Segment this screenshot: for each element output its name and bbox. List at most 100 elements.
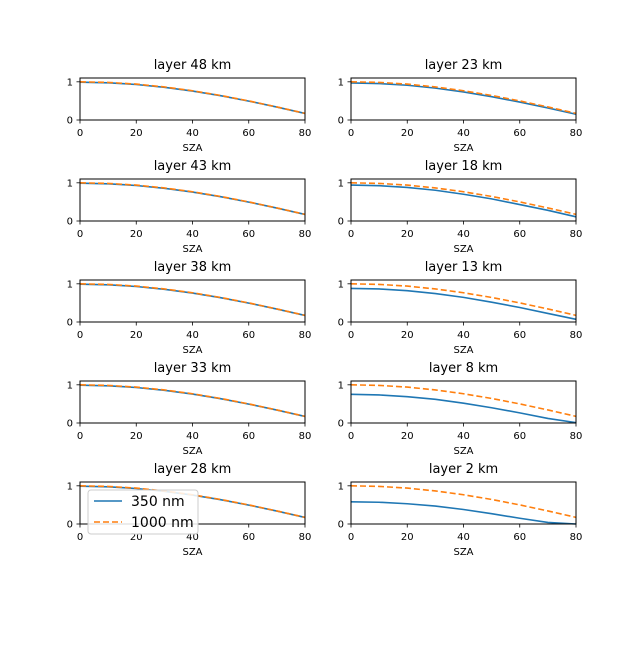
series-line-1000-nm	[79, 81, 306, 115]
subplot-grid: layer 48 km 0 20 40 60 80 0 1 SZA layer 23 km 0 20 4…	[67, 58, 583, 558]
series-line-1000-nm	[350, 81, 577, 115]
subplot-layer-18-km: layer 18 km 0 20 40 60 80 0 1 SZA	[338, 159, 583, 255]
x-tick-label: 60	[242, 229, 255, 240]
y-tick-label: 0	[338, 520, 344, 531]
axes-frame	[79, 380, 306, 424]
series-line-1000-nm	[350, 182, 577, 216]
y-tick-label: 1	[67, 77, 73, 88]
x-tick-label: 80	[570, 128, 583, 139]
x-tick-label: 60	[513, 330, 526, 341]
y-tick-label: 1	[338, 178, 344, 189]
x-tick-label: 40	[457, 532, 470, 543]
series-line-350-nm	[79, 283, 306, 317]
x-tick-label: 60	[242, 431, 255, 442]
x-tick-label: 0	[348, 431, 354, 442]
subplot-title: layer 33 km	[154, 361, 232, 376]
series-line-1000-nm	[79, 384, 306, 418]
subplot-layer-38-km: layer 38 km 0 20 40 60 80 0 1 SZA	[67, 260, 312, 356]
x-tick-label: 40	[186, 128, 199, 139]
y-tick-label: 0	[338, 318, 344, 329]
x-tick-label: 80	[299, 330, 312, 341]
axes-frame	[79, 77, 306, 121]
series-line-350-nm	[350, 501, 577, 525]
subplot-title: layer 23 km	[425, 58, 503, 73]
x-tick-label: 0	[77, 330, 83, 341]
series-line-1000-nm	[79, 283, 306, 317]
x-tick-label: 40	[186, 229, 199, 240]
x-tick-label: 80	[570, 229, 583, 240]
x-tick-label: 20	[130, 229, 143, 240]
y-tick-label: 1	[67, 279, 73, 290]
x-axis-label: SZA	[182, 547, 202, 558]
series-line-1000-nm	[79, 182, 306, 216]
x-tick-label: 20	[401, 532, 414, 543]
axes-frame	[350, 279, 577, 323]
x-tick-label: 0	[77, 229, 83, 240]
x-axis-label: SZA	[182, 345, 202, 356]
x-tick-label: 20	[401, 330, 414, 341]
subplot-layer-8-km: layer 8 km 0 20 40 60 80 0 1 SZA	[338, 361, 583, 457]
x-tick-label: 40	[457, 330, 470, 341]
y-tick-label: 1	[338, 380, 344, 391]
x-tick-label: 20	[130, 128, 143, 139]
y-tick-label: 0	[338, 419, 344, 430]
x-tick-label: 0	[77, 128, 83, 139]
series-line-350-nm	[350, 287, 577, 321]
legend: 350 nm 1000 nm	[87, 489, 199, 535]
x-tick-label: 60	[242, 330, 255, 341]
x-tick-label: 80	[299, 229, 312, 240]
x-tick-label: 80	[299, 128, 312, 139]
x-tick-label: 20	[130, 330, 143, 341]
axes-frame	[79, 279, 306, 323]
y-tick-label: 0	[338, 116, 344, 127]
x-tick-label: 60	[513, 431, 526, 442]
subplot-title: layer 13 km	[425, 260, 503, 275]
series-line-1000-nm	[350, 283, 577, 317]
x-tick-label: 60	[513, 229, 526, 240]
x-tick-label: 0	[348, 229, 354, 240]
series-line-350-nm	[79, 384, 306, 418]
x-tick-label: 20	[130, 532, 143, 543]
x-axis-label: SZA	[453, 143, 473, 154]
x-tick-label: 60	[513, 128, 526, 139]
subplot-title: layer 38 km	[154, 260, 232, 275]
y-tick-label: 1	[67, 178, 73, 189]
x-axis-label: SZA	[453, 446, 473, 457]
x-tick-label: 20	[130, 431, 143, 442]
x-tick-label: 40	[457, 431, 470, 442]
subplot-title: layer 18 km	[425, 159, 503, 174]
y-tick-label: 1	[338, 279, 344, 290]
series-line-350-nm	[79, 81, 306, 115]
subplot-title: layer 28 km	[154, 462, 232, 477]
series-line-1000-nm	[350, 485, 577, 519]
y-tick-label: 1	[338, 77, 344, 88]
x-tick-label: 40	[186, 431, 199, 442]
x-axis-label: SZA	[182, 244, 202, 255]
y-tick-label: 0	[67, 318, 73, 329]
x-tick-label: 60	[513, 532, 526, 543]
x-tick-label: 40	[457, 229, 470, 240]
x-tick-label: 60	[242, 532, 255, 543]
x-tick-label: 20	[401, 229, 414, 240]
y-tick-label: 1	[67, 380, 73, 391]
x-tick-label: 0	[77, 431, 83, 442]
subplot-layer-2-km: layer 2 km 0 20 40 60 80 0 1 SZA	[338, 462, 583, 558]
x-tick-label: 20	[401, 431, 414, 442]
x-tick-label: 0	[348, 330, 354, 341]
x-tick-label: 80	[570, 330, 583, 341]
x-tick-label: 40	[186, 330, 199, 341]
x-axis-label: SZA	[182, 446, 202, 457]
x-tick-label: 40	[457, 128, 470, 139]
subplot-title: layer 8 km	[429, 361, 498, 376]
x-axis-label: SZA	[453, 244, 473, 255]
subplot-title: layer 2 km	[429, 462, 498, 477]
x-tick-label: 20	[401, 128, 414, 139]
x-tick-label: 0	[348, 532, 354, 543]
y-tick-label: 0	[67, 217, 73, 228]
series-line-350-nm	[350, 82, 577, 116]
y-tick-label: 0	[338, 217, 344, 228]
legend-label-1000-nm: 1000 nm	[131, 515, 194, 531]
y-tick-label: 0	[67, 116, 73, 127]
subplot-layer-23-km: layer 23 km 0 20 40 60 80 0 1 SZA	[338, 58, 583, 154]
